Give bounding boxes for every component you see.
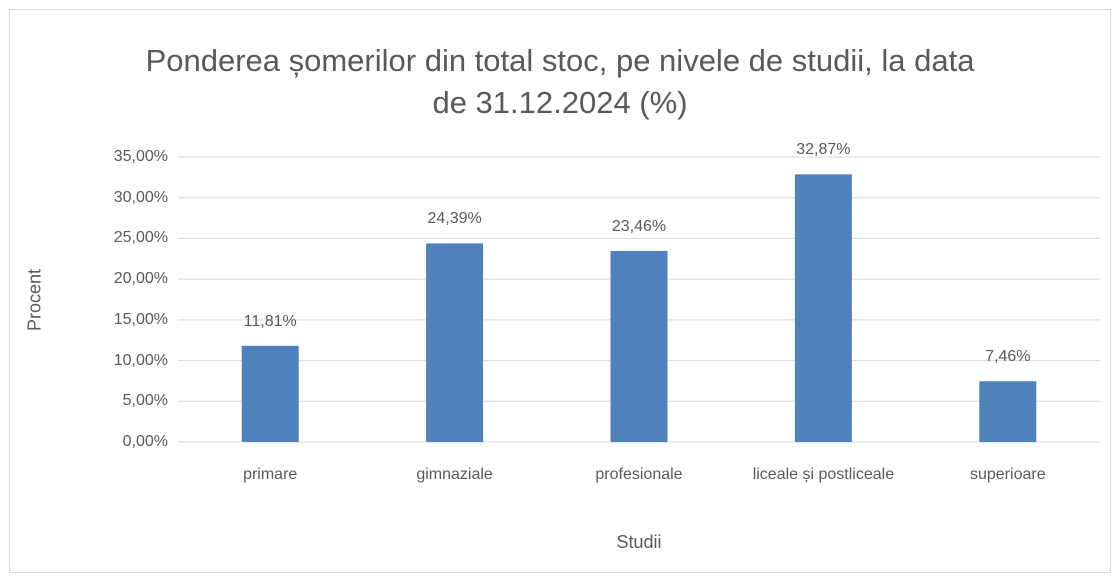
x-tick-label: profesionale (595, 466, 683, 483)
y-tick-label: 15,00% (113, 310, 168, 328)
x-tick-label: superioare (969, 466, 1046, 483)
y-tick-label: 35,00% (113, 148, 168, 165)
data-label: 23,46% (611, 217, 667, 235)
y-tick-label: 10,00% (113, 351, 168, 369)
data-label: 32,87% (796, 141, 851, 159)
data-label: 11,81% (243, 312, 297, 330)
chart-border (9, 9, 1111, 573)
y-axis-label: Procent (24, 268, 45, 332)
y-tick-label: 25,00% (113, 229, 168, 247)
bar (610, 250, 668, 442)
bar (241, 345, 299, 442)
bar (979, 381, 1037, 442)
data-label: 7,46% (985, 348, 1031, 366)
x-tick-label: primare (243, 466, 298, 483)
bar (794, 174, 852, 442)
y-tick-label: 20,00% (113, 270, 168, 288)
x-tick-label: gimnaziale (416, 466, 493, 483)
y-tick-label: 30,00% (113, 188, 168, 206)
x-axis-label: Studii (616, 532, 662, 552)
y-tick-label: 5,00% (122, 392, 168, 410)
chart-title: Ponderea șomerilor din total stoc, pe ni… (145, 43, 975, 120)
x-tick-label: liceale și postliceale (752, 466, 895, 483)
data-label: 24,39% (427, 210, 482, 228)
bar (426, 243, 484, 442)
y-tick-label: 0,00% (122, 433, 168, 450)
